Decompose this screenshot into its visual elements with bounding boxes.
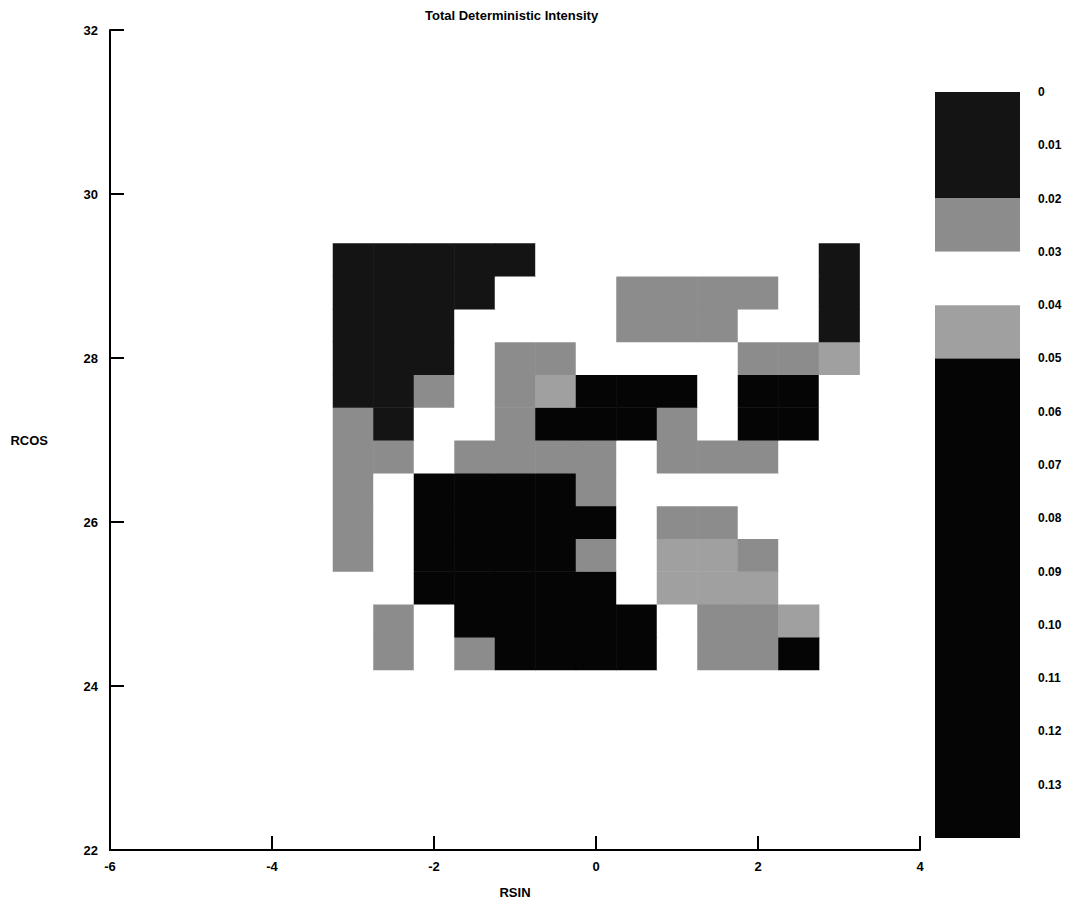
svg-text:0.01: 0.01	[1038, 138, 1062, 152]
svg-text:0.05: 0.05	[1038, 351, 1062, 365]
svg-text:26: 26	[84, 515, 98, 530]
svg-text:0.11: 0.11	[1038, 671, 1061, 685]
svg-text:28: 28	[84, 351, 98, 366]
svg-text:0.10: 0.10	[1038, 618, 1062, 632]
svg-text:0.07: 0.07	[1038, 458, 1062, 472]
svg-text:0.08: 0.08	[1038, 511, 1062, 525]
svg-text:Total Deterministic Intensity: Total Deterministic Intensity	[425, 8, 599, 23]
svg-text:RSIN: RSIN	[499, 885, 530, 900]
svg-text:0.13: 0.13	[1038, 778, 1062, 792]
svg-text:-6: -6	[104, 859, 116, 874]
svg-text:22: 22	[84, 843, 98, 858]
svg-text:0.12: 0.12	[1038, 724, 1062, 738]
svg-text:0.02: 0.02	[1038, 192, 1062, 206]
svg-text:0.04: 0.04	[1038, 298, 1062, 312]
svg-text:-4: -4	[266, 859, 278, 874]
svg-text:4: 4	[916, 859, 924, 874]
svg-text:0: 0	[1038, 85, 1045, 99]
svg-text:RCOS: RCOS	[10, 433, 48, 448]
svg-text:0.03: 0.03	[1038, 245, 1062, 259]
svg-text:30: 30	[84, 187, 98, 202]
svg-text:32: 32	[84, 23, 98, 38]
svg-text:0: 0	[592, 859, 599, 874]
svg-text:2: 2	[754, 859, 761, 874]
svg-text:0.09: 0.09	[1038, 565, 1062, 579]
svg-text:24: 24	[84, 679, 99, 694]
svg-text:0.06: 0.06	[1038, 405, 1062, 419]
svg-text:-2: -2	[428, 859, 440, 874]
